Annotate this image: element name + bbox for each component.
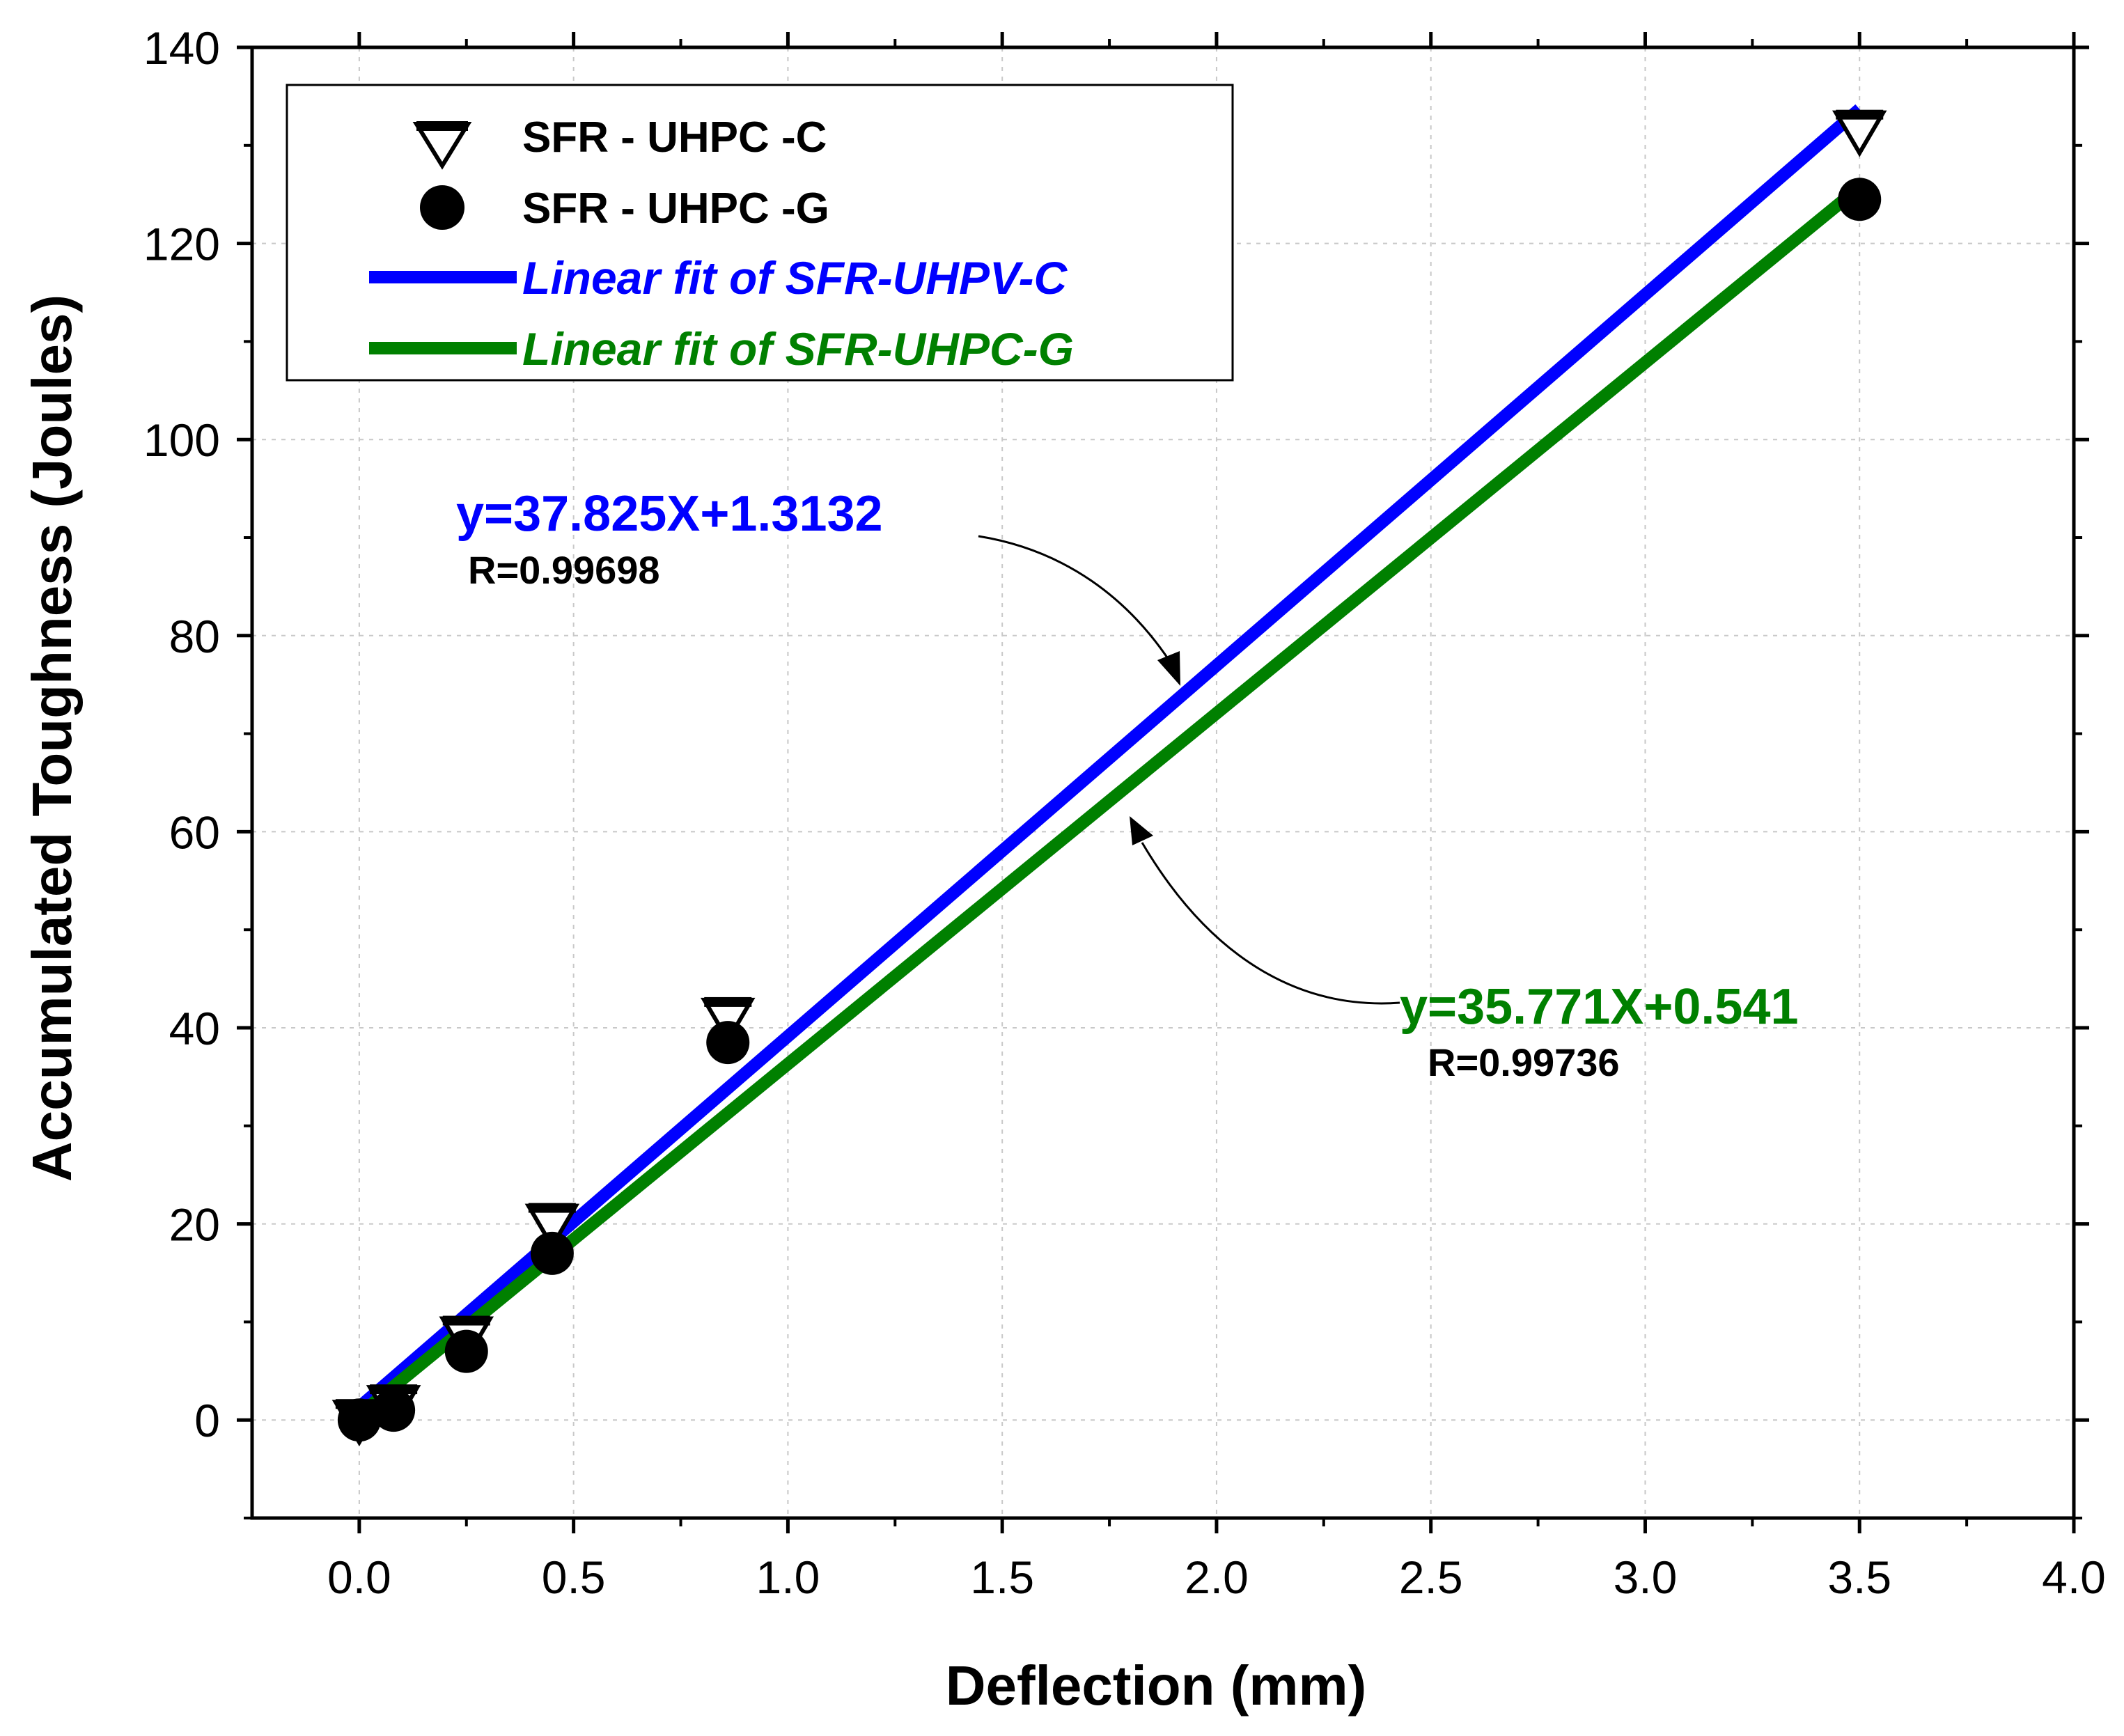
point-g — [1838, 178, 1882, 221]
y-tick-label: 80 — [169, 611, 220, 662]
x-tick-label: 0.0 — [327, 1551, 391, 1603]
annotation-arrow-g — [1141, 842, 1400, 1005]
data-points — [331, 109, 1887, 1447]
legend-label-c: SFR - UHPC -C — [522, 114, 827, 162]
x-tick-label: 0.5 — [542, 1551, 606, 1603]
y-tick-label: 0 — [194, 1395, 220, 1446]
x-tick-label: 4.0 — [2042, 1551, 2106, 1603]
fit-line-c — [354, 104, 1864, 1412]
x-tick-label: 2.0 — [1185, 1551, 1249, 1603]
point-c-cap — [528, 1203, 576, 1213]
y-tick-label: 40 — [169, 1003, 220, 1054]
y-axis-title: Accumulated Toughness (Joules) — [21, 295, 83, 1182]
annotation-arrowhead-g — [1130, 816, 1153, 845]
tick-labels: 0.0 0.5 1.0 1.5 2.0 2.5 3.0 3.5 4.0 0 20 40 60 80 100 1… — [143, 22, 2106, 1603]
y-tick-label: 60 — [169, 806, 220, 858]
legend-marker-circle-icon — [420, 185, 464, 230]
fit-lines — [354, 104, 1864, 1420]
y-tick-label: 20 — [169, 1199, 220, 1251]
annotation-arrow-c — [978, 535, 1171, 662]
equation-g: y=35.771X+0.541 — [1400, 979, 1799, 1035]
legend-label-fit-c: Linear fit of SFR-UHPV-C — [522, 252, 1068, 304]
r-value-c: R=0.99698 — [468, 548, 660, 592]
y-tick-label: 120 — [143, 219, 220, 270]
equation-c: y=37.825X+1.3132 — [456, 486, 883, 542]
point-c-cap — [704, 996, 752, 1007]
x-axis-title: Deflection (mm) — [946, 1655, 1367, 1717]
plot-frame — [250, 45, 2076, 1520]
y-tick-label: 100 — [143, 414, 220, 466]
x-tick-label: 1.5 — [970, 1551, 1034, 1603]
x-tick-label: 3.0 — [1614, 1551, 1678, 1603]
point-g — [706, 1021, 750, 1065]
annotation-arrowhead-c — [1157, 651, 1180, 686]
point-g — [337, 1398, 381, 1442]
legend-marker-triangle-top — [416, 121, 468, 131]
legend-label-fit-g: Linear fit of SFR-UHPC-G — [522, 323, 1074, 375]
fit-line-g — [355, 182, 1864, 1420]
point-g — [444, 1329, 488, 1373]
annotation-arrows — [978, 535, 1400, 1005]
point-c-cap — [1836, 109, 1884, 120]
axis-ticks — [237, 32, 2089, 1533]
legend: SFR - UHPC -C SFR - UHPC -G Linear fit o… — [286, 84, 1234, 382]
point-g — [372, 1389, 416, 1432]
x-tick-label: 2.5 — [1399, 1551, 1463, 1603]
point-g — [530, 1231, 574, 1275]
y-tick-label: 140 — [143, 22, 220, 74]
legend-label-g: SFR - UHPC -G — [522, 185, 829, 233]
r-value-g: R=0.99736 — [1428, 1040, 1620, 1084]
point-c-cap — [442, 1315, 490, 1326]
x-tick-label: 3.5 — [1827, 1551, 1891, 1603]
x-tick-label: 1.0 — [756, 1551, 820, 1603]
